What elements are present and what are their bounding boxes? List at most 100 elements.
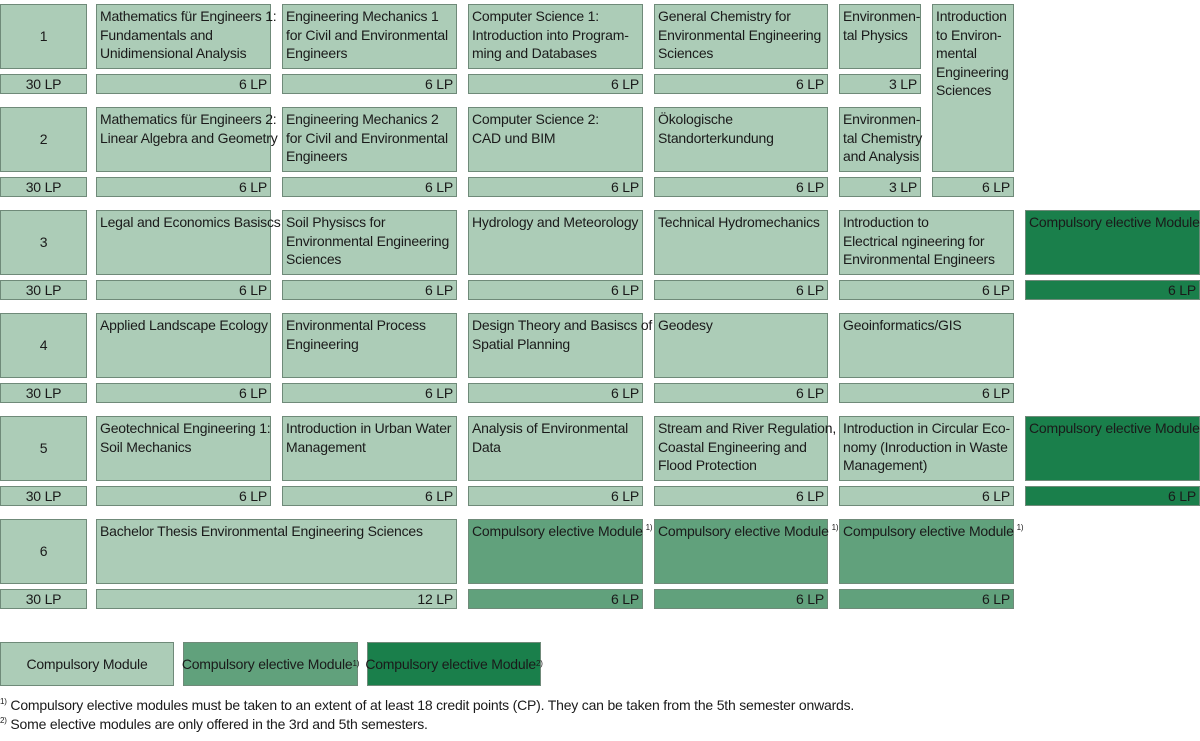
semester-total-lp-3: 30 LP bbox=[0, 280, 87, 300]
module-title-line: Computer Science 1: bbox=[472, 8, 599, 24]
module-s6-2: Compulsory elective Module 1) bbox=[468, 519, 653, 584]
module-title-line: Engineers bbox=[286, 45, 348, 61]
module-s4-1: Applied Landscape Ecology bbox=[96, 313, 271, 378]
module-s2-5: Environmen-tal Chemistry and Analysis bbox=[839, 107, 923, 172]
module-title-line: Computer Science 2: bbox=[472, 111, 599, 127]
module-s3-4: Technical Hydromechanics bbox=[654, 210, 828, 275]
footnote-1-text: Compulsory elective modules must be take… bbox=[10, 697, 855, 713]
module-title-line: Engineering bbox=[936, 63, 1009, 80]
module-lp-s5-4: 6 LP bbox=[654, 486, 828, 506]
module-title-line: to Environ- bbox=[936, 26, 1002, 43]
module-lp-s6-2: 6 LP bbox=[468, 589, 643, 609]
module-title-line: Soil Physiscs for bbox=[286, 214, 386, 230]
module-s1-3: Computer Science 1: Introduction into Pro… bbox=[468, 4, 643, 69]
module-title-line: for Civil and Environmental bbox=[286, 129, 448, 146]
module-title-line: for Civil and Environmental bbox=[286, 26, 448, 43]
module-title-line: Compulsory elective Module bbox=[843, 523, 1014, 539]
module-lp-s4-2: 6 LP bbox=[282, 383, 457, 403]
module-title-line: Introduction in Urban Water bbox=[286, 420, 452, 436]
module-title-line: Coastal Engineering and bbox=[658, 438, 807, 455]
module-lp-s2-2: 6 LP bbox=[282, 177, 457, 197]
module-title-line: Environmental Engineering bbox=[658, 26, 822, 43]
module-lp-s1-3: 6 LP bbox=[468, 74, 643, 94]
module-s6-3: Compulsory elective Module 1) bbox=[654, 519, 839, 584]
module-title-line: Sciences bbox=[936, 82, 992, 98]
module-title-line: Environmen- bbox=[843, 111, 921, 127]
semester-number-4: 4 bbox=[0, 313, 87, 378]
module-s4-5: Geoinformatics/GIS bbox=[839, 313, 1014, 378]
legend-elective-1-label: Compulsory elective Module bbox=[181, 656, 353, 672]
module-s5-1: Geotechnical Engineering 1: Soil Mechanic… bbox=[96, 416, 271, 481]
module-title-line: nomy (Inroduction in Waste bbox=[843, 438, 1008, 455]
module-title-line: Linear Algebra and Geometry bbox=[100, 129, 278, 146]
module-lp-s2-4: 6 LP bbox=[654, 177, 828, 197]
module-lp-s6-1: 12 LP bbox=[96, 589, 457, 609]
module-title-line: Applied Landscape Ecology bbox=[100, 317, 268, 333]
module-s1-6: Introduction to Environ-mental Engineering… bbox=[932, 4, 1014, 172]
module-s5-4: Stream and River Regulation, Coastal Engi… bbox=[654, 416, 837, 481]
module-title-line: CAD und BIM bbox=[472, 129, 556, 146]
module-lp-s1-5: 3 LP bbox=[839, 74, 921, 94]
module-title-line: Management bbox=[286, 438, 366, 455]
footnote-2-mark: 2) bbox=[0, 716, 7, 725]
module-lp-s2-1: 6 LP bbox=[96, 177, 271, 197]
module-s6-1: Bachelor Thesis Environmental Engineerin… bbox=[96, 519, 457, 584]
module-title-line: Fundamentals and bbox=[100, 26, 213, 43]
legend-compulsory-elective-2: Compulsory elective Module 2) bbox=[365, 642, 543, 686]
module-s1-5: Environmen-tal Physics bbox=[839, 4, 921, 69]
module-lp-s3-5: 6 LP bbox=[839, 280, 1014, 300]
module-title-line: Introduction into Program- bbox=[472, 26, 629, 43]
module-title-line: and Analysis bbox=[843, 148, 920, 164]
module-lp-s1-1: 6 LP bbox=[96, 74, 271, 94]
semester-number-6: 6 bbox=[0, 519, 87, 584]
module-lp-s3-3: 6 LP bbox=[468, 280, 643, 300]
module-s6-4: Compulsory elective Module 1) bbox=[839, 519, 1024, 584]
module-footnote-mark: 1) bbox=[831, 523, 839, 532]
module-title-line: Environmental Process bbox=[286, 317, 426, 333]
module-lp-s4-1: 6 LP bbox=[96, 383, 271, 403]
module-s5-5: Introduction in Circular Eco-nomy (Inrod… bbox=[839, 416, 1014, 481]
module-s1-1: Mathematics für Engineers 1: Fundamentals… bbox=[96, 4, 277, 69]
module-s2-1: Mathematics für Engineers 2: Linear Algeb… bbox=[96, 107, 278, 172]
module-footnote-mark: 1) bbox=[645, 523, 653, 532]
module-title-line: Ökologische bbox=[658, 111, 733, 127]
module-title-line: Standorterkundung bbox=[658, 129, 774, 146]
module-title-line: Technical Hydromechanics bbox=[658, 214, 820, 230]
footnote-2: 2) Some elective modules are only offere… bbox=[0, 716, 428, 732]
semester-number-5: 5 bbox=[0, 416, 87, 481]
semester-number-2: 2 bbox=[0, 107, 87, 172]
module-title-line: Introduction in Circular Eco- bbox=[843, 420, 1010, 436]
module-lp-s4-5: 6 LP bbox=[839, 383, 1014, 403]
module-lp-s6-4: 6 LP bbox=[839, 589, 1014, 609]
module-title-line: Hydrology and Meteorology bbox=[472, 214, 639, 230]
module-lp-s5-3: 6 LP bbox=[468, 486, 643, 506]
module-title-line: Environmen- bbox=[843, 8, 921, 24]
module-title-line: mental bbox=[936, 45, 977, 61]
module-s3-2: Soil Physiscs for Environmental Engineeri… bbox=[282, 210, 457, 275]
module-s4-4: Geodesy bbox=[654, 313, 828, 378]
footnote-1-mark: 1) bbox=[0, 697, 7, 706]
module-title-line: Mathematics für Engineers 1: bbox=[100, 8, 277, 24]
module-title-line: Compulsory elective Module bbox=[1029, 214, 1200, 230]
module-title-line: Stream and River Regulation, bbox=[658, 420, 837, 436]
module-title-line: Introduction bbox=[936, 8, 1007, 24]
module-s3-5: Introduction to Electrical ngineering for… bbox=[839, 210, 1014, 275]
module-lp-s1-2: 6 LP bbox=[282, 74, 457, 94]
module-title-line: Geodesy bbox=[658, 317, 713, 333]
module-title-line: Spatial Planning bbox=[472, 335, 570, 352]
module-title-line: Legal and Economics Basiscs bbox=[100, 214, 281, 230]
semester-number-1: 1 bbox=[0, 4, 87, 69]
module-title-line: tal Chemistry bbox=[843, 129, 923, 146]
footnote-2-text: Some elective modules are only offered i… bbox=[10, 716, 428, 732]
module-title-line: Soil Mechanics bbox=[100, 438, 192, 455]
module-title-line: Electrical ngineering for bbox=[843, 232, 985, 249]
module-title-line: Engineers bbox=[286, 148, 348, 164]
module-title-line: Mathematics für Engineers 2: bbox=[100, 111, 277, 127]
module-s2-4: Ökologische Standorterkundung bbox=[654, 107, 828, 172]
module-s4-3: Design Theory and Basiscs of Spatial Plan… bbox=[468, 313, 653, 378]
module-lp-s3-1: 6 LP bbox=[96, 280, 271, 300]
module-title-line: Design Theory and Basiscs of bbox=[472, 317, 653, 333]
module-s4-2: Environmental Process Engineering bbox=[282, 313, 457, 378]
footnote-1: 1) Compulsory elective modules must be t… bbox=[0, 697, 854, 713]
module-lp-s1-4: 6 LP bbox=[654, 74, 828, 94]
